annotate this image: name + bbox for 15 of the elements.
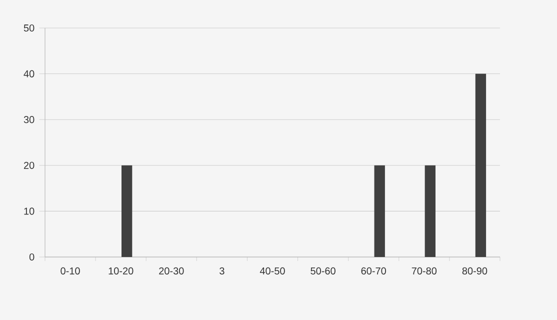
x-tick-label: 20-30	[159, 267, 184, 274]
x-tick-label: 0-10	[60, 267, 80, 274]
x-tick-label: 3	[220, 267, 224, 274]
x-tick-label: 10-20	[108, 267, 134, 274]
y-tick-label: 30	[24, 116, 34, 124]
y-tick-label: 40	[24, 70, 34, 78]
x-tick-label: 60-70	[361, 267, 386, 274]
y-tick-label: 20	[24, 162, 34, 169]
x-tick-label: 70-80	[412, 267, 437, 274]
y-tick-label: 0	[29, 253, 34, 261]
y-tick-label: 50	[24, 24, 34, 32]
y-tick-label: 10	[24, 208, 34, 215]
x-tick-label: 50-60	[310, 267, 336, 274]
x-tick-label: 80-90	[462, 267, 488, 274]
x-tick-label: 40-50	[260, 267, 285, 274]
